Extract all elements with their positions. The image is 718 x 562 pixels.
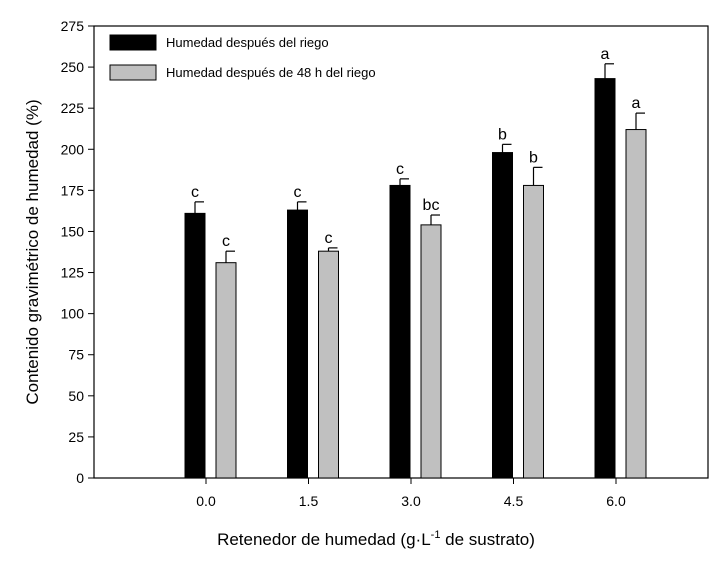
legend-swatch [109, 64, 157, 81]
bar [420, 224, 442, 479]
y-axis-title: Contenido gravimétrico de humedad (%) [23, 99, 42, 404]
bar [318, 250, 339, 479]
x-tick-label: 4.5 [504, 493, 524, 509]
significance-letter: a [601, 46, 610, 63]
y-tick-label: 250 [61, 59, 85, 75]
y-tick-label: 50 [68, 388, 84, 404]
bar [215, 262, 237, 479]
y-tick-label: 100 [61, 306, 85, 322]
x-tick-label: 1.5 [299, 493, 319, 509]
x-axis-title-main: Retenedor de humedad (g·L [217, 530, 431, 549]
bar [523, 184, 544, 479]
bar [594, 78, 616, 479]
bar [287, 209, 308, 479]
significance-letter: a [632, 95, 641, 112]
significance-letter: b [529, 149, 538, 166]
legend-label: Humedad después del riego [166, 35, 329, 50]
y-tick-label: 275 [61, 18, 85, 34]
legend: Humedad después del riego Humedad después… [109, 34, 376, 81]
x-axis-title-tail: de sustrato) [440, 530, 535, 549]
significance-letter: b [498, 126, 507, 143]
significance-letter: c [396, 161, 404, 178]
x-axis-title: Retenedor de humedad (g·L-1 de sustrato) [217, 529, 535, 549]
y-tick-label: 25 [68, 429, 84, 445]
y-tick-label: 75 [68, 347, 84, 363]
y-tick-label: 0 [76, 470, 84, 486]
x-axis-title-exponent: -1 [431, 529, 441, 541]
x-tick-label: 0.0 [196, 493, 216, 509]
x-tick-label: 3.0 [401, 493, 421, 509]
significance-letter: bc [423, 197, 440, 214]
y-axis: 0 25 50 75 100 125 150 175 200 225 250 275 [61, 18, 94, 486]
x-axis: 0.0 1.5 3.0 4.5 6.0 [196, 478, 626, 509]
significance-letter: c [294, 184, 302, 201]
significance-letter: c [222, 233, 230, 250]
legend-swatch [109, 34, 157, 51]
bar [184, 212, 206, 479]
bars-group: c c c b a c c bc b a [184, 46, 647, 479]
y-tick-label: 200 [61, 141, 85, 157]
y-tick-label: 125 [61, 265, 85, 281]
bar [389, 184, 411, 479]
y-tick-label: 175 [61, 182, 85, 198]
y-tick-label: 225 [61, 100, 85, 116]
bar [492, 152, 513, 479]
significance-letter: c [325, 230, 333, 247]
bar [625, 129, 647, 479]
legend-label: Humedad después de 48 h del riego [166, 65, 376, 80]
significance-letter: c [191, 184, 199, 201]
y-tick-label: 150 [61, 223, 85, 239]
x-tick-label: 6.0 [606, 493, 626, 509]
